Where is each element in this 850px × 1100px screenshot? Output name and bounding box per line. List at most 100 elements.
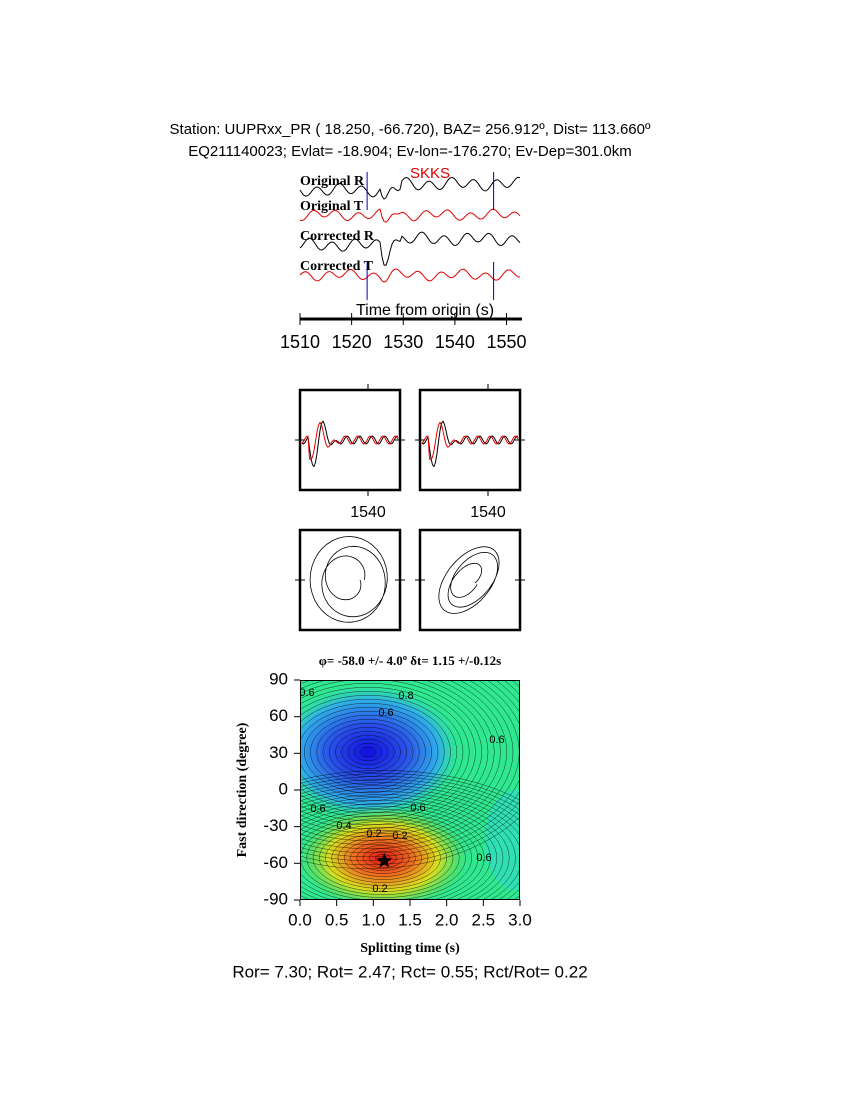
contour-line [347,738,389,766]
contour-label: 0.6 [310,803,325,815]
contour-line [300,800,504,900]
x-axis-label: Splitting time (s) [360,941,460,956]
contour-line [356,845,410,871]
contour-line [354,742,382,762]
contour-line [350,842,416,874]
particle-motion [309,536,388,623]
contour-line [341,734,395,770]
contour-line [300,680,520,850]
best-fit-marker [376,852,392,868]
contour-label: 0.4 [336,820,351,832]
x-tick-label: 1.5 [398,910,422,929]
x-tick-label: 1510 [280,332,320,352]
waveform [421,420,519,468]
contour-line [300,698,451,806]
contour-label: 0.6 [410,802,425,814]
contour-line [300,791,520,900]
x-tick-label: 0.0 [288,910,312,929]
contour-line [304,710,432,794]
x-axis-label: Time from origin (s) [356,302,494,319]
x-tick-label: 0.5 [325,910,349,929]
contour-line [300,803,497,900]
contour-line [300,785,520,900]
panel-frame [418,528,522,632]
contour-line [300,694,457,810]
x-tick-label: 1.0 [362,910,386,929]
contour-line [300,680,520,866]
contour-line [300,782,520,900]
x-tick-label: 2.5 [472,910,496,929]
contour-line [319,827,447,889]
x-tick-label: 3.0 [508,910,532,929]
contour-line [362,848,404,868]
trace-label: Original R [300,174,365,189]
x-tick-label: 1540 [435,332,475,352]
waveform [301,420,399,468]
contour-line [300,680,520,862]
contour-line [300,818,466,898]
y-tick-label: 30 [269,743,288,762]
y-tick-label: -90 [263,889,288,908]
x-tick-label: 1540 [470,504,506,521]
waveform [301,421,399,461]
contour-label: 0.2 [392,830,407,842]
waveform [421,421,519,461]
contour-line [316,718,420,786]
contour-line [300,682,476,822]
contour-label: 0.6 [299,687,314,699]
contour-line [300,680,514,846]
contour-line [300,680,520,858]
contour-line [322,722,414,782]
trace-label: Corrected R [300,229,375,244]
y-tick-label: 90 [269,669,288,688]
contour-line [360,746,376,758]
contour-line [300,779,520,816]
contour-label: 0.6 [378,707,393,719]
contour-label: 0.2 [366,828,381,840]
contour-label: 0.8 [398,690,413,702]
contour-line [337,836,429,880]
contour-line [300,680,482,826]
contour-line [335,730,401,774]
x-tick-label: 1520 [332,332,372,352]
x-tick-label: 2.0 [435,910,459,929]
x-tick-label: 1550 [486,332,526,352]
contour-line [300,794,516,900]
contour-line [300,776,520,811]
footer: Ror= 7.30; Rot= 2.47; Rct= 0.55; Rct/Rot… [232,962,587,981]
contour-label: 0.6 [476,852,491,864]
y-tick-label: -30 [263,816,288,835]
trace-label: Corrected T [300,259,374,274]
contour-line [300,686,470,818]
y-tick-label: 60 [269,706,288,725]
contour-line [344,839,422,877]
waveform [299,231,521,266]
contour-line [300,812,479,900]
contour-line [300,680,489,830]
phase-label: SKKS [410,165,450,182]
grid-title: φ= -58.0 +/- 4.0º δt= 1.15 +/-0.12s [319,653,501,668]
contour-line [300,773,520,806]
header-line: EQ211140023; Evlat= -18.904; Ev-lon=-176… [188,143,631,160]
contour-line [300,706,439,798]
contour-line [300,806,491,900]
y-tick-label: -60 [263,853,288,872]
contour-line [331,833,435,883]
contour-line [300,680,520,870]
contour-line [300,680,520,854]
waveform [299,176,521,200]
contour-label: 0.6 [489,734,504,746]
contour-line [300,680,495,834]
contour-line [306,821,460,895]
particle-motion [438,546,500,614]
waveform [299,268,521,283]
contour-label: 0.2 [372,883,387,895]
waveform [299,208,521,223]
misfit-map [300,680,520,900]
contour-line [312,824,454,892]
y-axis-label: Fast direction (degree) [235,722,250,857]
header-line: Station: UUPRxx_PR ( 18.250, -66.720), B… [170,121,651,138]
contour-line [300,770,520,801]
x-tick-label: 1540 [350,504,386,521]
